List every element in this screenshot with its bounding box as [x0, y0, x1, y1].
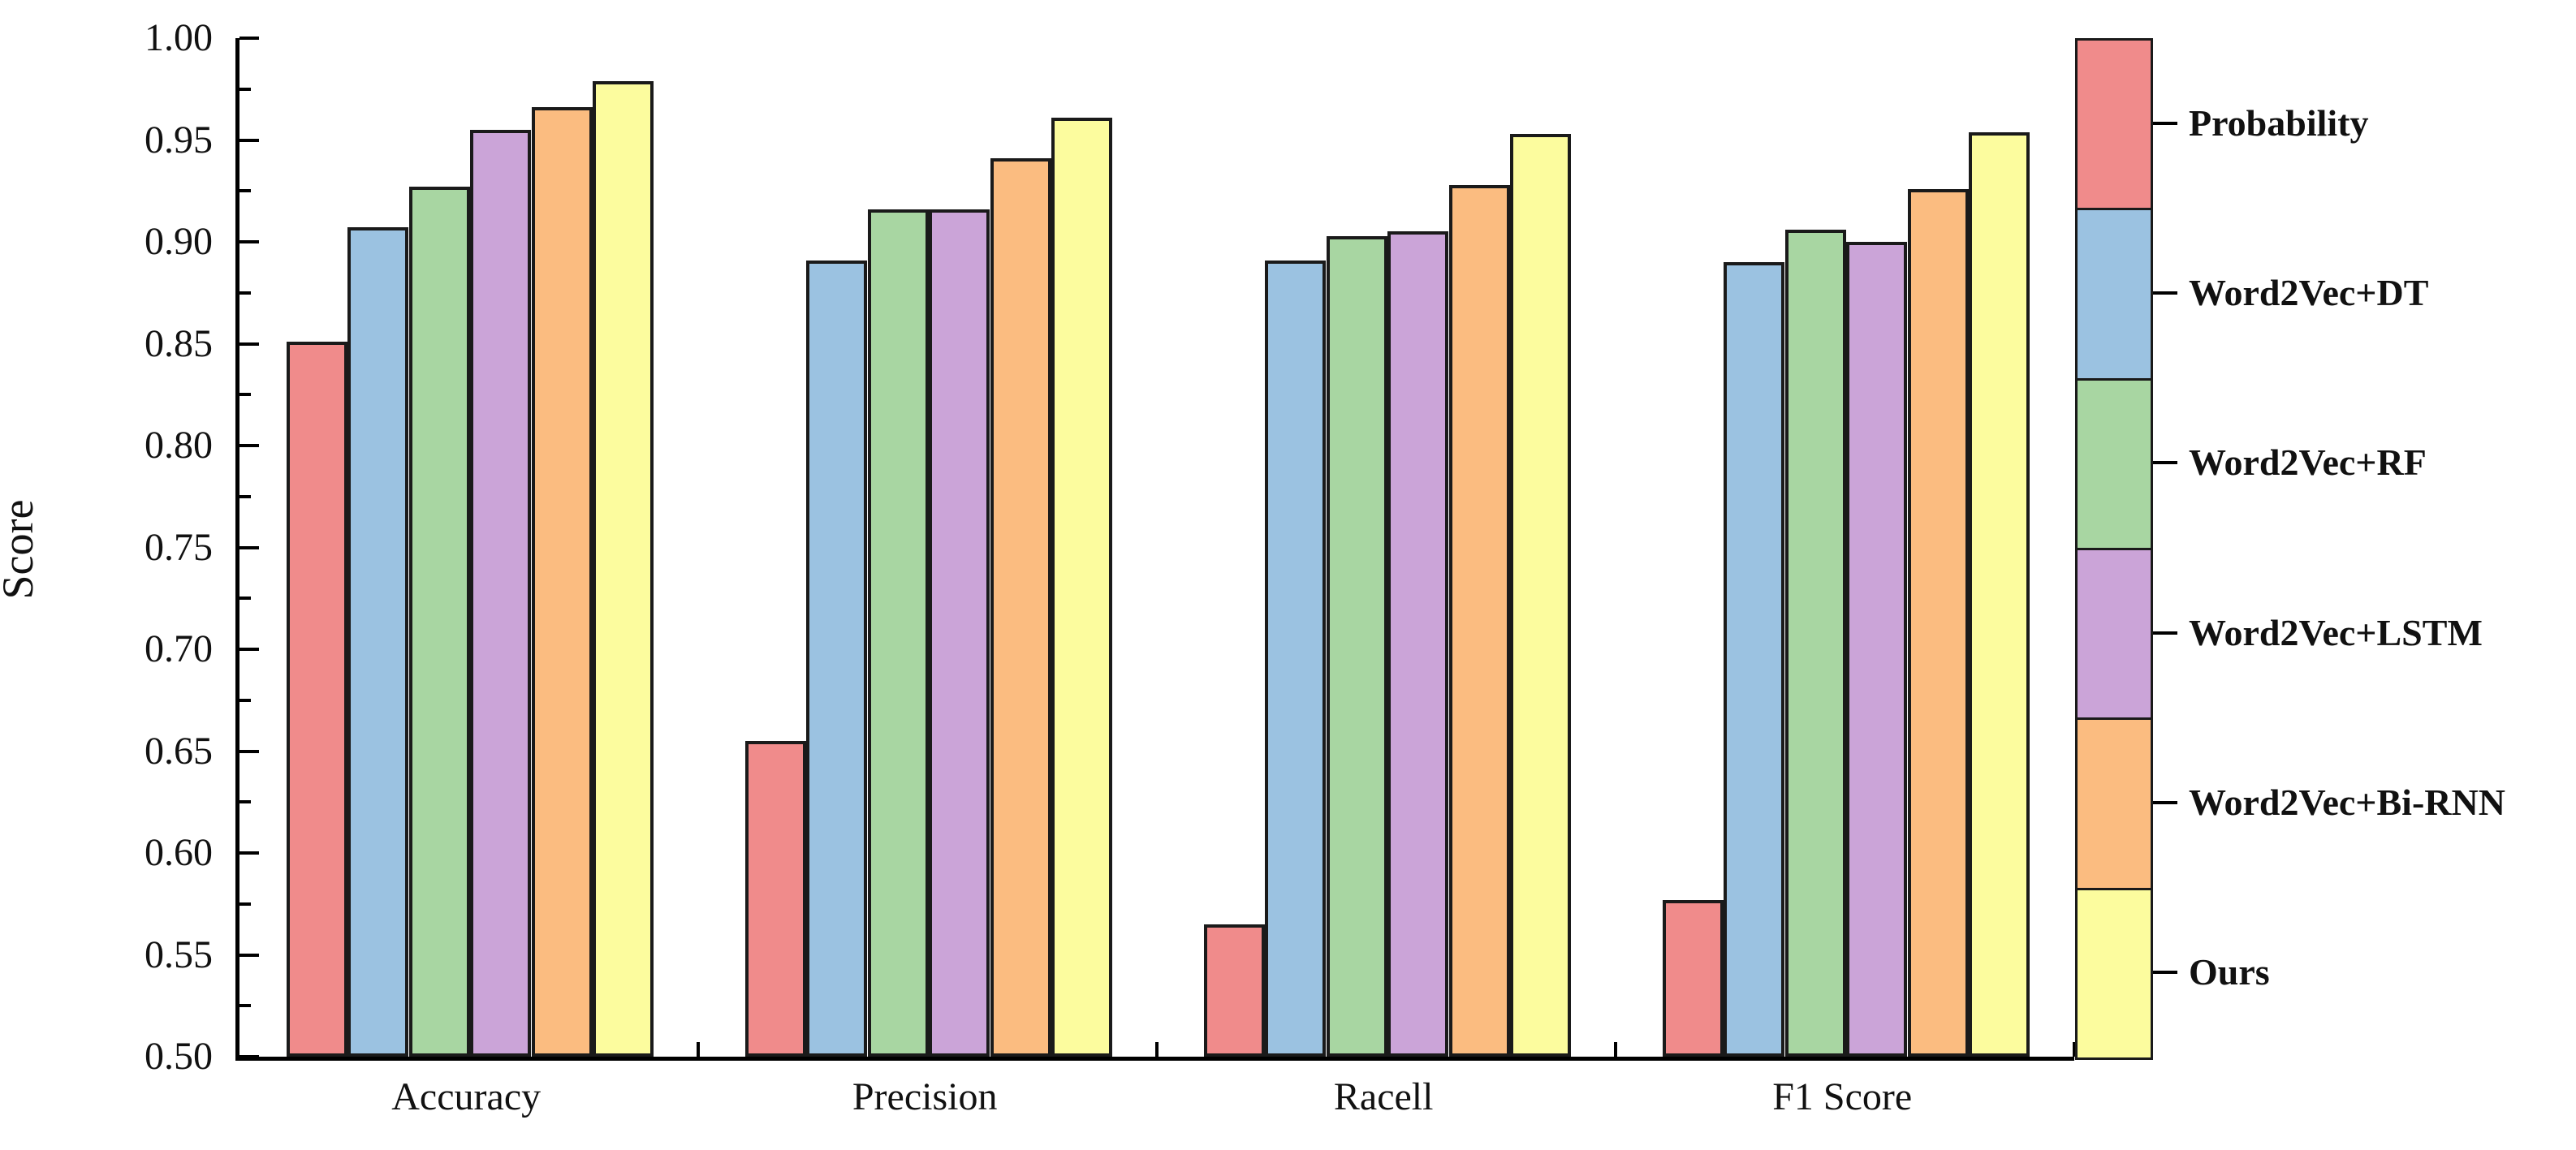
category-label-precision: Precision [852, 1075, 998, 1118]
bar-f1-score-word2vec-dt [1724, 262, 1785, 1057]
y-tick-label: 0.90 [145, 220, 213, 263]
y-minor-tick [239, 902, 251, 906]
legend-tick [2153, 461, 2177, 465]
bar-precision-word2vec-lstm [929, 209, 990, 1057]
legend-label-word2vec-dt: Word2Vec+DT [2189, 272, 2429, 313]
legend-tick [2153, 971, 2177, 975]
y-major-tick [239, 240, 259, 243]
bar-accuracy-word2vec-rf [408, 187, 470, 1057]
bar-precision-word2vec-dt [806, 260, 868, 1057]
bar-precision-probability [745, 740, 806, 1057]
legend: Probability Word2Vec+DT Word2Vec+RF Word2Ve… [2075, 38, 2505, 1061]
y-minor-tick [239, 597, 251, 601]
y-minor-tick [239, 494, 251, 498]
y-major-tick [239, 545, 259, 549]
y-major-tick [239, 749, 259, 753]
bar-f1-score-word2vec-bi-rnn [1907, 188, 1969, 1057]
y-major-tick [239, 444, 259, 447]
x-group-tick [2073, 1042, 2076, 1057]
legend-swatch-word2vec-dt [2075, 208, 2153, 381]
category-label-racell: Racell [1333, 1075, 1434, 1118]
bar-racell-word2vec-rf [1326, 235, 1387, 1057]
y-tick-label: 1.00 [145, 16, 213, 59]
x-group-tick [1614, 1042, 1617, 1057]
category-label-accuracy: Accuracy [391, 1075, 542, 1118]
legend-label-probability: Probability [2189, 101, 2369, 144]
x-group-tick [1155, 1042, 1159, 1057]
y-tick-label: 0.85 [145, 321, 213, 365]
legend-label-word2vec-bi-rnn: Word2Vec+Bi-RNN [2189, 782, 2505, 823]
legend-label-word2vec-rf: Word2Vec+RF [2189, 441, 2427, 484]
y-major-tick [239, 342, 259, 346]
y-tick-label: 0.95 [145, 118, 213, 162]
legend-swatch-word2vec-bi-rnn [2075, 717, 2153, 890]
bar-accuracy-ours [593, 80, 654, 1057]
legend-label-word2vec-lstm: Word2Vec+LSTM [2189, 611, 2483, 653]
y-minor-tick [239, 189, 251, 193]
y-minor-tick [239, 800, 251, 804]
bar-f1-score-word2vec-lstm [1846, 242, 1908, 1057]
legend-swatch-probability [2075, 38, 2153, 211]
x-group-tick [697, 1042, 700, 1057]
bar-precision-ours [1051, 117, 1112, 1057]
legend-tick [2153, 291, 2177, 295]
y-minor-tick [239, 393, 251, 397]
legend-tick [2153, 801, 2177, 804]
bar-accuracy-word2vec-bi-rnn [531, 107, 593, 1057]
plot-area [235, 37, 2076, 1061]
bar-racell-word2vec-dt [1265, 260, 1327, 1057]
bar-accuracy-word2vec-dt [347, 227, 409, 1057]
bar-racell-word2vec-bi-rnn [1448, 184, 1510, 1057]
bar-f1-score-probability [1663, 899, 1724, 1057]
legend-label-ours: Ours [2189, 951, 2270, 993]
y-major-tick [239, 37, 259, 40]
y-major-tick [239, 138, 259, 142]
y-major-tick [239, 851, 259, 855]
y-minor-tick [239, 1004, 251, 1008]
category-label-f1-score: F1 Score [1772, 1075, 1913, 1118]
legend-swatch-word2vec-lstm [2075, 548, 2153, 721]
y-tick-label: 0.70 [145, 627, 213, 670]
bar-precision-word2vec-bi-rnn [990, 158, 1051, 1057]
y-tick-label: 0.65 [145, 729, 213, 773]
bar-f1-score-word2vec-rf [1784, 229, 1846, 1057]
legend-tick [2153, 121, 2177, 125]
y-tick-label: 0.60 [145, 831, 213, 874]
bar-racell-probability [1204, 924, 1265, 1057]
y-minor-tick [239, 87, 251, 91]
bar-accuracy-probability [287, 342, 347, 1057]
y-major-tick [239, 953, 259, 957]
y-tick-label: 0.80 [145, 424, 213, 467]
bar-precision-word2vec-rf [867, 209, 929, 1057]
y-tick-label: 0.55 [145, 932, 213, 976]
bar-f1-score-ours [1969, 131, 2030, 1057]
legend-swatch-ours [2075, 887, 2153, 1061]
bar-accuracy-word2vec-lstm [470, 130, 532, 1057]
y-minor-tick [239, 291, 251, 295]
legend-tick [2153, 631, 2177, 635]
bar-racell-ours [1510, 134, 1571, 1057]
y-tick-label: 0.50 [145, 1035, 213, 1078]
y-minor-tick [239, 698, 251, 702]
y-major-tick [239, 1055, 259, 1058]
bar-racell-word2vec-lstm [1387, 231, 1449, 1057]
legend-swatch-word2vec-rf [2075, 377, 2153, 551]
y-tick-label: 0.75 [145, 525, 213, 569]
y-major-tick [239, 648, 259, 651]
